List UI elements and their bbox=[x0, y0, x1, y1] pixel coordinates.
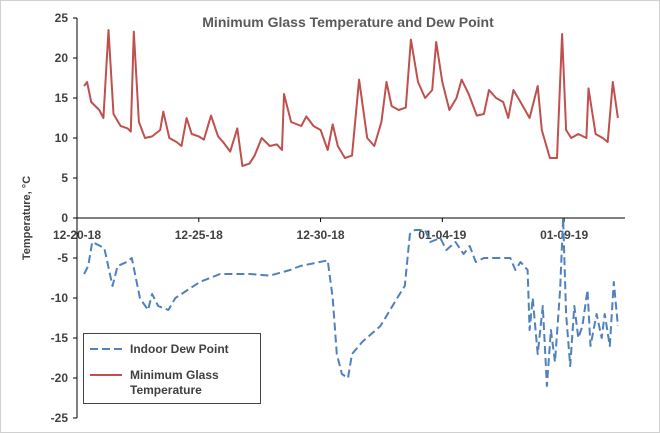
x-tick-label: 12-25-18 bbox=[175, 228, 223, 242]
y-tick-label: -15 bbox=[51, 331, 69, 345]
y-tick-label: 5 bbox=[61, 171, 68, 185]
legend-label: Indoor Dew Point bbox=[130, 342, 229, 356]
legend-swatch bbox=[90, 348, 122, 350]
y-tick-label: 20 bbox=[55, 51, 69, 65]
chart-title: Minimum Glass Temperature and Dew Point bbox=[202, 14, 494, 30]
x-tick-label: 12-30-18 bbox=[297, 228, 345, 242]
series-line bbox=[83, 217, 619, 387]
legend-entry: Indoor Dew Point bbox=[88, 342, 250, 357]
y-tick-label: 10 bbox=[55, 131, 69, 145]
x-tick-label: 01-04-19 bbox=[418, 228, 466, 242]
legend-entry: Minimum Glass Temperature bbox=[88, 368, 250, 398]
legend-swatch bbox=[90, 374, 122, 376]
legend: Indoor Dew Point Minimum Glass Temperatur… bbox=[83, 333, 261, 404]
y-tick-label: -25 bbox=[51, 411, 69, 425]
x-tick-label: 12-20-18 bbox=[53, 228, 101, 242]
y-axis-label: Temperature, °C bbox=[21, 176, 33, 260]
y-tick-label: 25 bbox=[55, 11, 69, 25]
y-tick-label: 0 bbox=[61, 211, 68, 225]
y-tick-label: 15 bbox=[55, 91, 69, 105]
y-tick-label: -20 bbox=[51, 371, 69, 385]
series-line bbox=[83, 29, 619, 167]
y-tick-label: -5 bbox=[57, 251, 68, 265]
legend-label: Minimum Glass Temperature bbox=[130, 368, 219, 397]
y-tick-label: -10 bbox=[51, 291, 69, 305]
